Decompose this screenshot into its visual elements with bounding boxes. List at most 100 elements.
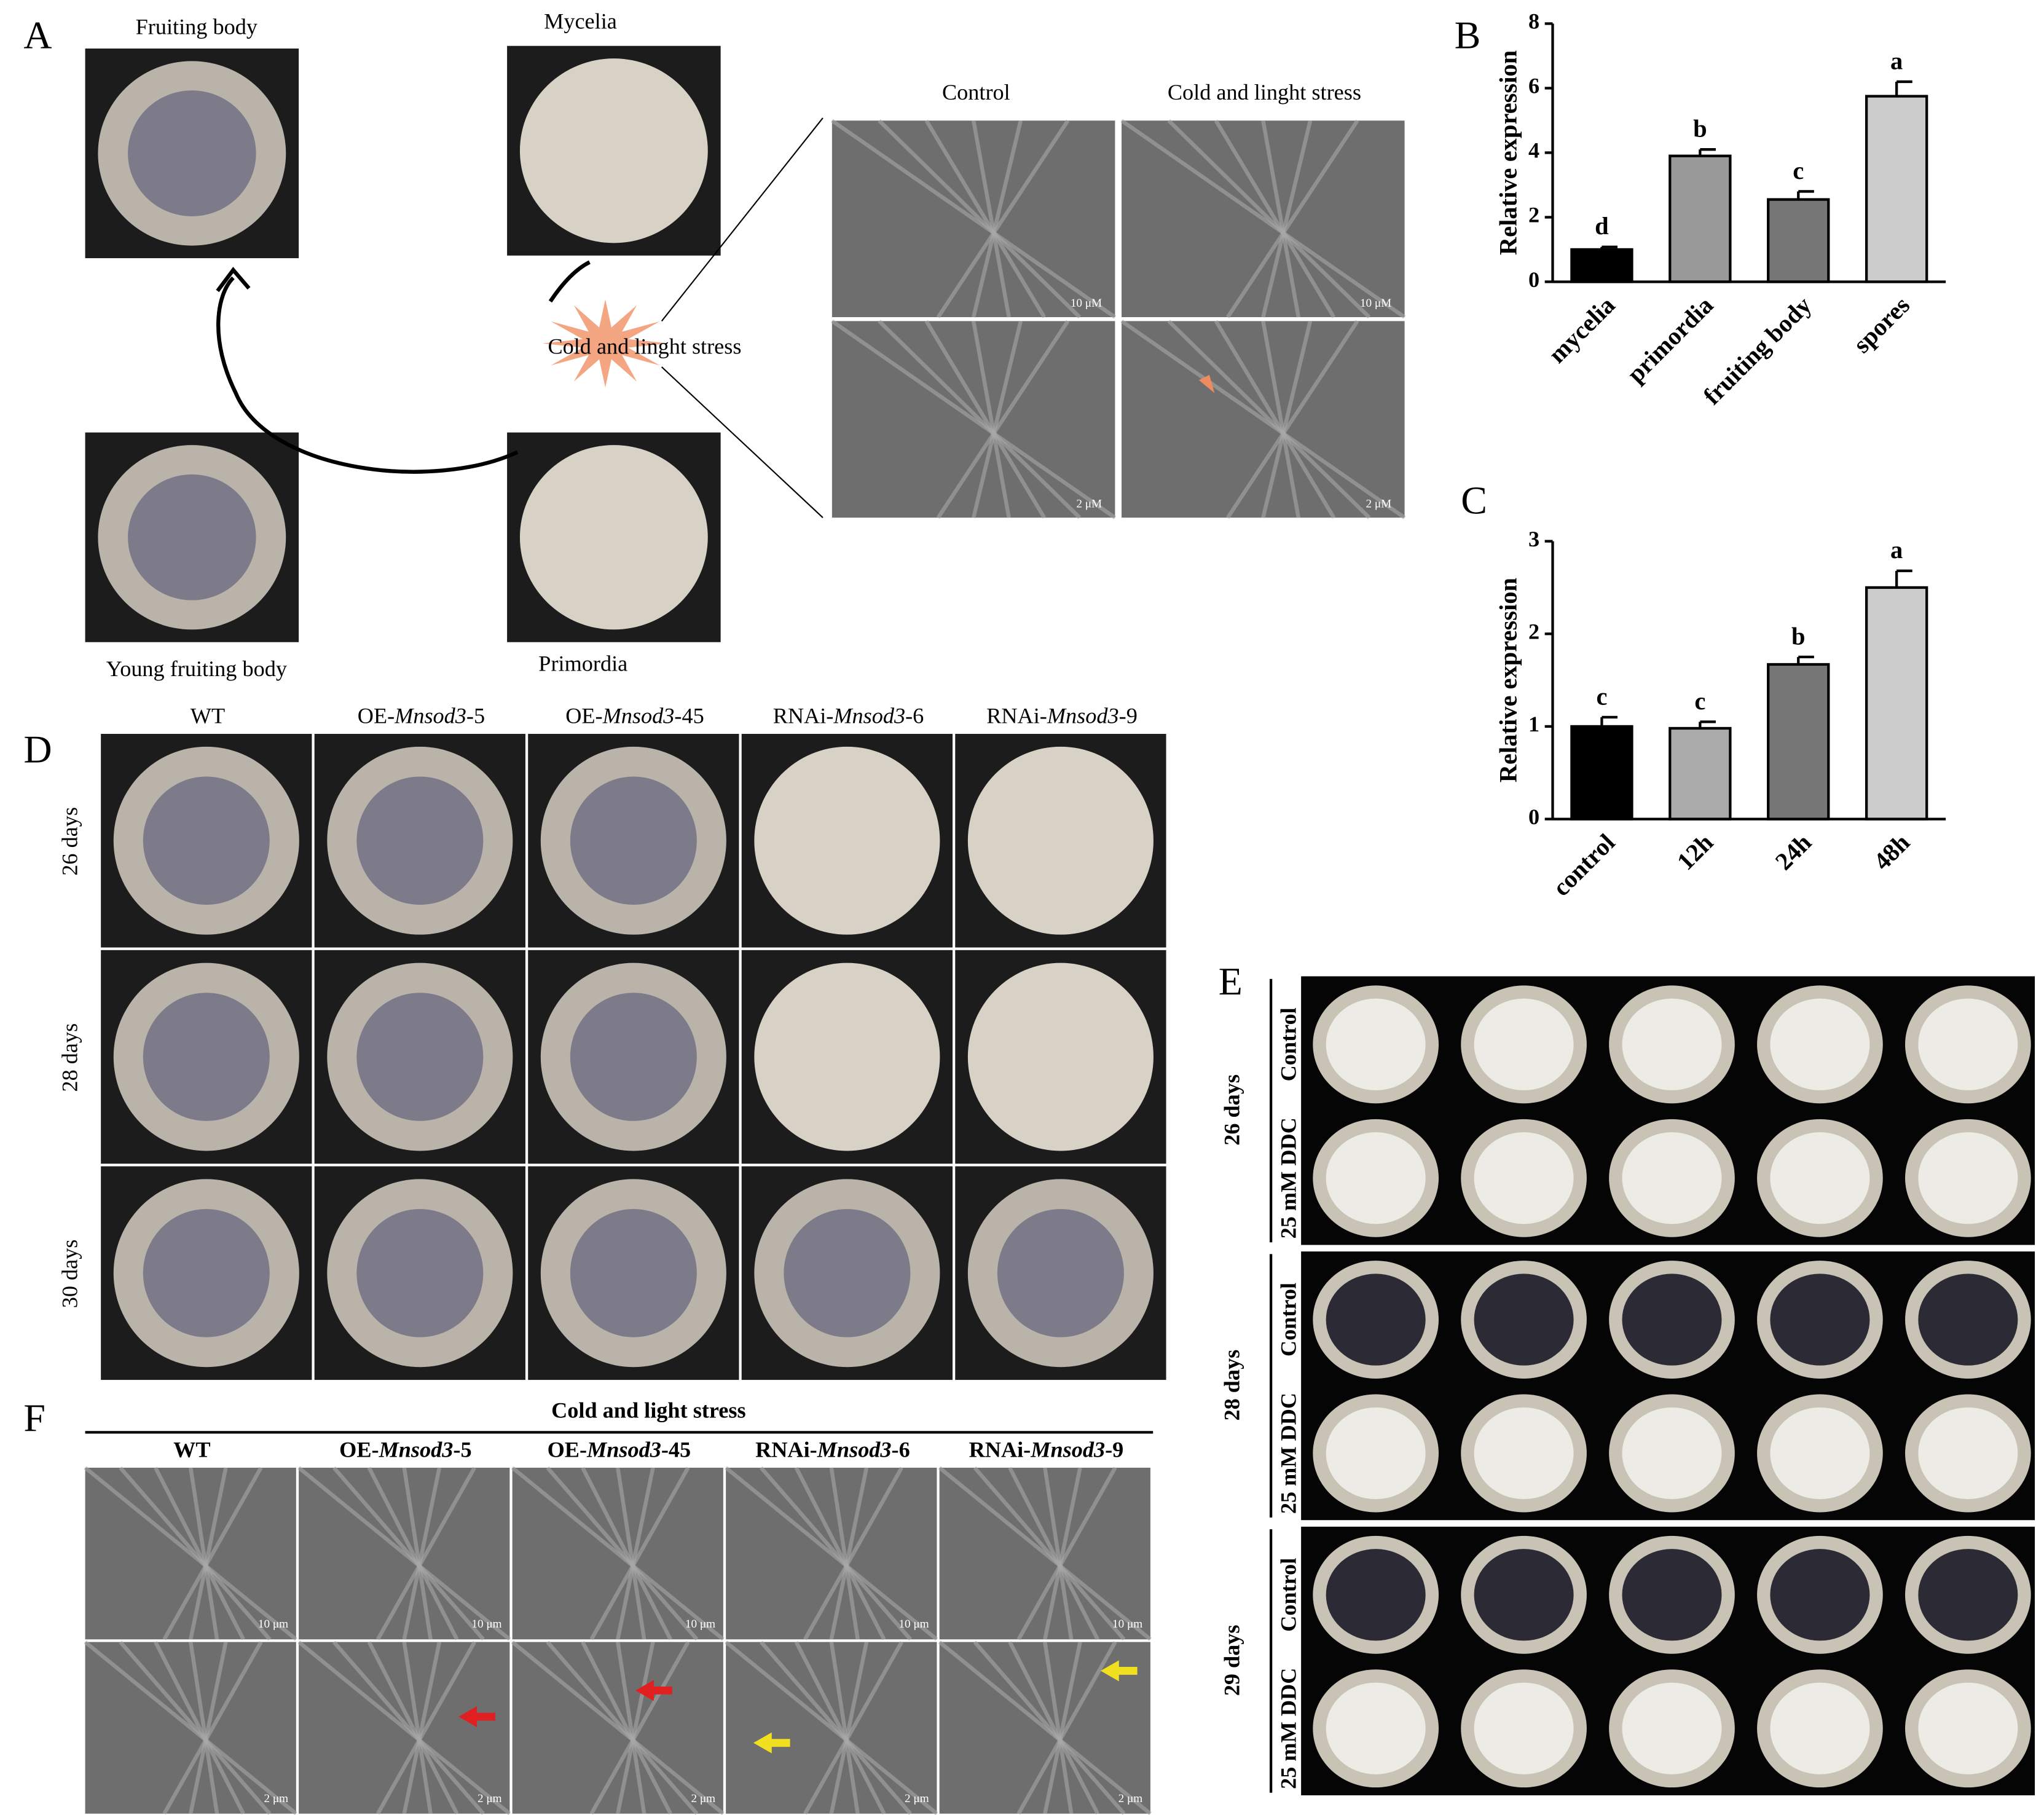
significance-letter: b [1693, 115, 1707, 143]
hypha-texture [189, 1467, 228, 1640]
jar-top [1770, 1407, 1870, 1500]
scale-bar: 2 μm [1118, 1792, 1143, 1805]
dish [754, 746, 940, 935]
jar-top [1326, 1274, 1426, 1366]
heading-part: OE- [548, 1438, 587, 1462]
x-tick-label: primordia [1622, 291, 1719, 388]
hypha-texture [154, 1467, 245, 1640]
hypha-texture [162, 1467, 263, 1640]
hypha-texture [829, 1641, 869, 1814]
jar-top [1474, 1132, 1574, 1224]
hypha-texture [971, 120, 1011, 318]
mushrooms [356, 993, 484, 1121]
bar [1669, 726, 1732, 821]
heading-part: RNAi- [969, 1438, 1031, 1462]
scale-bar: 10 μm [258, 1618, 288, 1631]
arrow [635, 1680, 672, 1701]
bar [1865, 95, 1928, 283]
arrow [1198, 374, 1215, 393]
mushrooms [570, 1209, 697, 1337]
jar-top [1474, 998, 1574, 1090]
column-heading: OE-Mnsod3-45 [565, 704, 704, 728]
hypha-texture [616, 1641, 655, 1814]
hypha-texture [831, 319, 1117, 519]
hypha-texture [972, 120, 1023, 318]
column-heading: WT [191, 704, 225, 728]
stress-burst [542, 299, 669, 388]
jar-top [1622, 1407, 1722, 1500]
hypha-texture [1043, 1642, 1074, 1814]
mushrooms [570, 776, 697, 905]
hypha-texture [971, 320, 1011, 518]
jar-top [1770, 1274, 1870, 1366]
hypha-texture [1261, 120, 1301, 318]
panel-label: F [23, 1396, 45, 1439]
hypha-texture [84, 1466, 297, 1641]
panel-label: E [1219, 959, 1243, 1003]
bar [1767, 663, 1830, 821]
jar-top [1918, 1682, 2018, 1774]
heading-part: -9 [1105, 1438, 1123, 1462]
y-axis-label: Relative expression [1495, 578, 1522, 782]
y-tick-label: 1 [1528, 712, 1539, 736]
hypha-texture [831, 119, 1117, 319]
x-tick-label: mycelia [1543, 291, 1621, 369]
hypha-texture [878, 119, 1082, 319]
mushrooms [128, 474, 256, 600]
bar [1570, 248, 1633, 283]
jar-top [1622, 1549, 1722, 1641]
significance-letter: d [1595, 212, 1609, 240]
bar [1669, 154, 1732, 283]
row-label: 28 days [58, 1023, 82, 1092]
heading-part: OE- [565, 704, 602, 728]
x-tick-label: 48h [1868, 829, 1915, 875]
heading-part: OE- [339, 1438, 379, 1462]
heading-part: WT [173, 1438, 210, 1462]
hypha-texture [829, 1467, 869, 1640]
hypha-texture [1167, 119, 1371, 319]
heading-part: Mnsod3 [379, 1438, 454, 1462]
hypha-texture [1120, 319, 1406, 519]
hypha-texture [367, 1641, 459, 1815]
hypha-texture [511, 1466, 725, 1641]
x-tick-label: control [1547, 829, 1621, 902]
scale-bar: 2 μm [905, 1792, 929, 1805]
hypha-texture [1226, 320, 1359, 519]
cycle-arrow [216, 276, 519, 474]
significance-letter: b [1791, 622, 1806, 650]
jar-top [1918, 998, 2018, 1090]
hypha-texture [794, 1641, 886, 1815]
hypha-texture [402, 1467, 442, 1640]
heading-part: RNAi- [986, 704, 1047, 728]
hypha-texture [725, 1640, 938, 1815]
hypha-texture [1167, 320, 1371, 519]
mushrooms [143, 993, 270, 1121]
hypha-texture [376, 1640, 476, 1815]
mushrooms [128, 90, 256, 216]
hypha-texture [1214, 119, 1336, 318]
cycle-arc [548, 260, 591, 303]
dish [519, 445, 708, 630]
hypha-texture [1008, 1467, 1099, 1640]
hypha-texture [936, 320, 1070, 519]
bar [1865, 586, 1928, 821]
y-tick-label: 8 [1528, 9, 1539, 34]
hypha-texture [973, 1640, 1126, 1815]
arrow-head [216, 267, 251, 293]
row-label: 29 days [1220, 1624, 1244, 1696]
hypha-texture [803, 1467, 903, 1640]
hypha-texture [829, 1467, 860, 1640]
y-tick-label: 6 [1528, 74, 1539, 98]
hypha-texture [1261, 320, 1313, 518]
treatment-label: Control [1276, 1283, 1300, 1356]
jar-top [1474, 1274, 1574, 1366]
hypha-texture [402, 1641, 442, 1814]
dish [754, 963, 940, 1151]
row-label: 28 days [1220, 1350, 1244, 1421]
hypha-texture [1226, 119, 1359, 318]
label: Mycelia [544, 9, 617, 34]
hypha-texture [84, 1640, 297, 1815]
scale-bar: 10 μm [1112, 1618, 1142, 1631]
zoom-line [661, 366, 823, 518]
